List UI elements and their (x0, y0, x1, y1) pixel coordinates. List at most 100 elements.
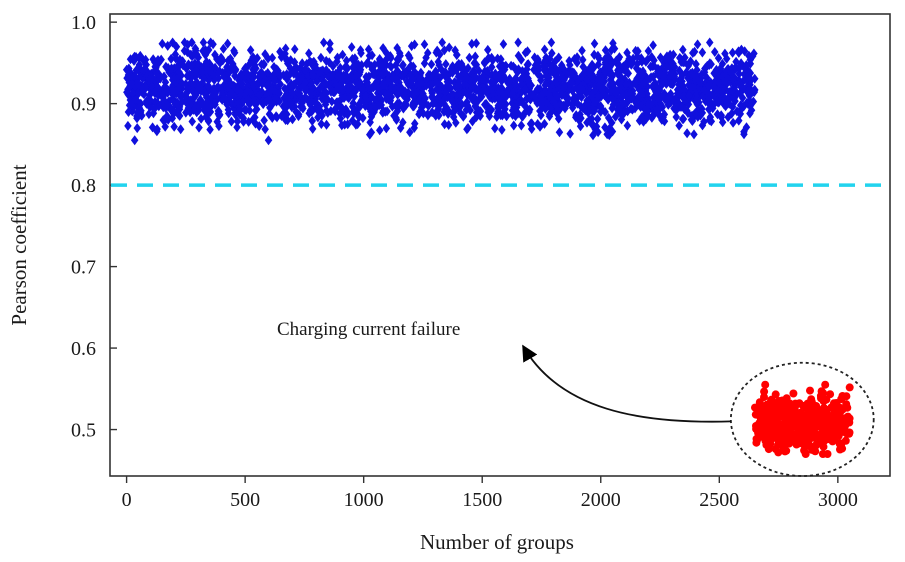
fault-point (757, 408, 766, 417)
normal-point (672, 112, 680, 122)
normal-point (252, 63, 260, 74)
normal-point (521, 84, 530, 94)
normal-point (470, 74, 478, 85)
normal-point (440, 94, 448, 105)
normal-point (494, 100, 502, 111)
normal-point (649, 110, 658, 121)
normal-point (202, 89, 210, 100)
fault-point (822, 425, 831, 433)
normal-point (730, 63, 739, 74)
normal-point (607, 85, 615, 96)
normal-point (568, 78, 576, 88)
normal-point (465, 52, 474, 63)
normal-point (649, 40, 657, 51)
normal-point (594, 127, 602, 138)
normal-point (659, 70, 667, 81)
normal-point (379, 79, 387, 90)
normal-point (655, 105, 663, 115)
normal-point (660, 109, 669, 120)
normal-point (679, 114, 688, 124)
normal-point (133, 123, 141, 134)
normal-point (202, 58, 210, 69)
normal-point (677, 102, 685, 112)
normal-point (186, 95, 194, 106)
normal-point (611, 111, 620, 122)
normal-point (735, 68, 743, 79)
normal-point (211, 62, 219, 73)
normal-point (592, 121, 601, 132)
normal-point (480, 57, 489, 68)
normal-point (317, 52, 325, 63)
normal-point (217, 52, 225, 63)
normal-point (660, 116, 669, 127)
normal-point (336, 108, 344, 119)
normal-point (326, 44, 334, 55)
normal-point (364, 93, 373, 104)
normal-point (409, 74, 417, 85)
normal-point (379, 61, 388, 72)
normal-point (274, 65, 282, 76)
normal-point (654, 63, 662, 74)
normal-point (501, 104, 509, 115)
normal-point (497, 82, 506, 93)
normal-point (605, 124, 613, 134)
normal-point (233, 122, 241, 133)
normal-point (440, 119, 449, 130)
normal-point (350, 91, 359, 102)
normal-point (670, 62, 679, 72)
normal-point (681, 52, 689, 63)
normal-point (369, 82, 378, 93)
normal-point (632, 63, 641, 74)
normal-point (396, 123, 405, 133)
normal-point (607, 70, 615, 81)
fault-point (787, 407, 796, 416)
normal-point (742, 122, 751, 133)
normal-point (508, 98, 516, 109)
y-tick-label: 0.5 (71, 420, 96, 442)
fault-point (777, 437, 786, 446)
normal-point (204, 116, 213, 127)
normal-point (355, 99, 363, 110)
normal-point (746, 79, 754, 90)
normal-point (718, 58, 727, 69)
normal-point (199, 100, 208, 111)
normal-point (444, 78, 453, 89)
normal-point (338, 90, 346, 101)
normal-point (635, 84, 644, 95)
normal-point (444, 71, 452, 82)
normal-point (497, 75, 506, 86)
normal-point (695, 97, 703, 108)
normal-point (189, 104, 198, 115)
normal-point (229, 61, 237, 71)
normal-point (491, 123, 499, 134)
normal-point (686, 57, 694, 68)
normal-point (322, 55, 330, 66)
annotation-label: Charging current failure (277, 319, 460, 340)
normal-point (295, 88, 303, 99)
normal-point (184, 103, 193, 114)
normal-point (638, 112, 646, 122)
normal-point (518, 66, 527, 76)
normal-point (537, 90, 546, 101)
normal-point (301, 77, 309, 88)
normal-point (735, 78, 743, 88)
normal-point (650, 55, 658, 66)
normal-point (590, 38, 599, 49)
normal-point (462, 104, 471, 115)
normal-point (547, 37, 556, 48)
normal-point (206, 37, 215, 48)
normal-point (468, 93, 476, 104)
normal-point (379, 68, 388, 79)
normal-point (700, 85, 708, 96)
normal-point (478, 86, 486, 97)
normal-point (133, 107, 142, 118)
normal-point (579, 54, 587, 65)
normal-point (567, 69, 575, 80)
normal-point (393, 65, 402, 76)
normal-point (403, 94, 411, 105)
normal-point (585, 68, 593, 79)
fault-point (754, 429, 763, 437)
normal-point (407, 60, 415, 71)
normal-point (622, 79, 630, 90)
fault-point (827, 403, 836, 412)
